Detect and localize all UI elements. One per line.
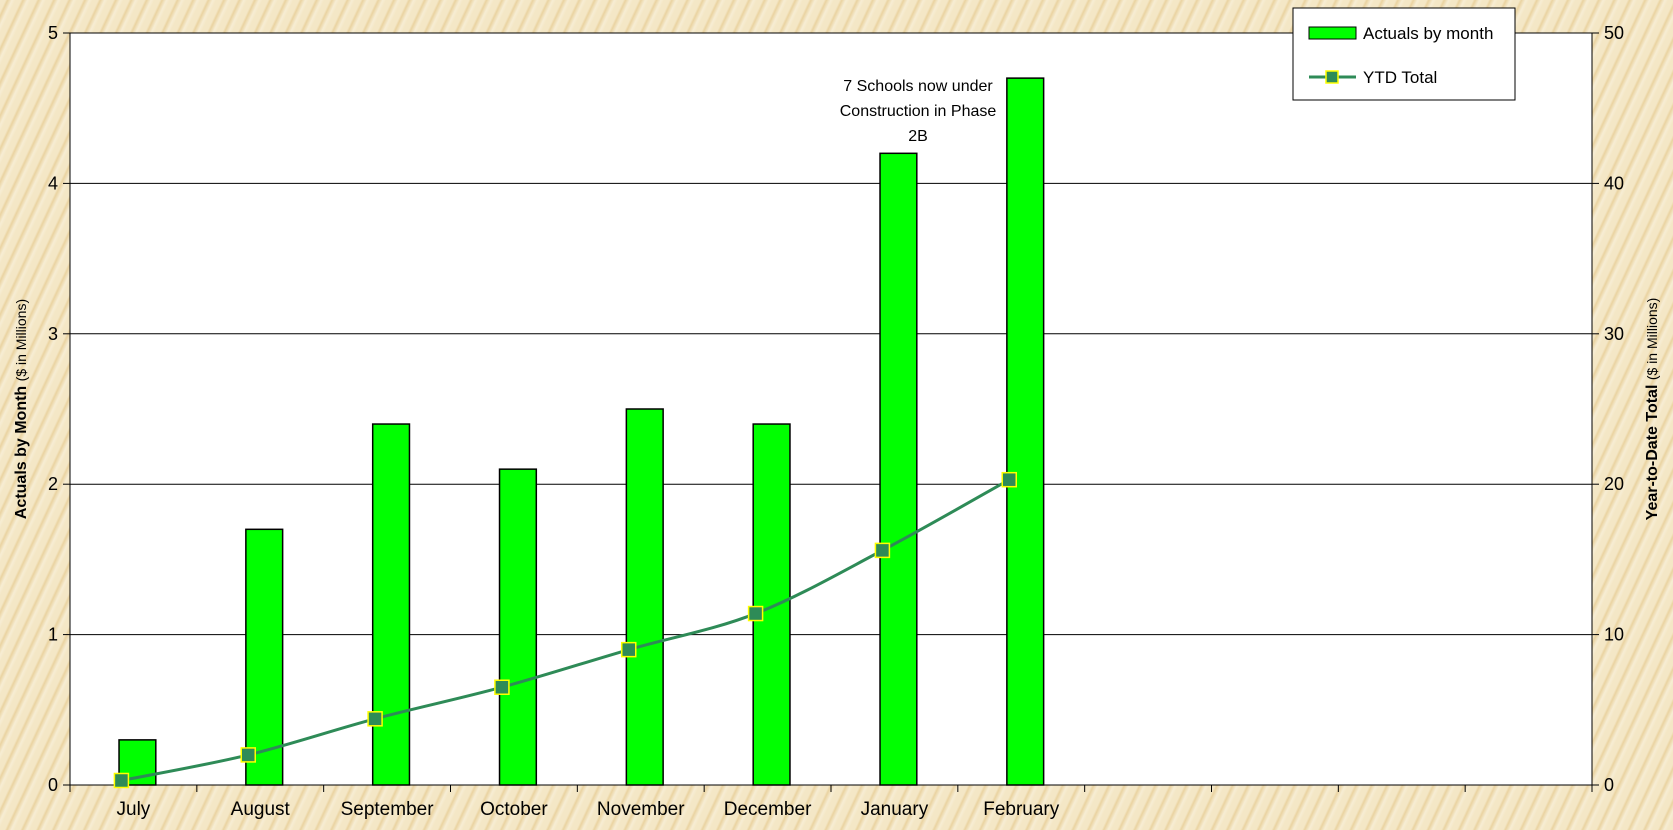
line-series: [113, 471, 1017, 789]
y-left-tick-label: 2: [48, 474, 58, 494]
y-left-tick-label: 0: [48, 775, 58, 795]
y-right-tick-label: 10: [1604, 625, 1624, 645]
ytd-marker: [1001, 471, 1017, 488]
y-left-tick-label: 5: [48, 23, 58, 43]
ytd-marker: [874, 542, 891, 559]
x-tick-label: September: [341, 799, 435, 820]
annotation-line: 7 Schools now under: [843, 78, 993, 95]
annotation: 7 Schools now under Construction in Phas…: [840, 78, 997, 145]
y-right-tick-label: 0: [1604, 775, 1614, 795]
x-tick-label: December: [724, 799, 812, 820]
annotation-line: Construction in Phase: [840, 103, 997, 120]
y-right-tick-label: 30: [1604, 324, 1624, 344]
ytd-marker: [747, 605, 764, 622]
ytd-marker: [367, 711, 383, 727]
y-left-title: Actuals by Month ($ in Millions): [13, 299, 30, 519]
bar: [879, 152, 918, 786]
legend-bar-swatch: [1308, 26, 1357, 40]
x-tick-label: November: [597, 799, 685, 820]
legend-box: [1292, 7, 1516, 101]
ytd-marker: [240, 747, 256, 763]
ytd-marker: [494, 679, 510, 695]
y-right-tick-label: 40: [1604, 173, 1624, 193]
gridlines: [70, 182, 1592, 636]
y-left-tick-label: 3: [48, 324, 58, 344]
ytd-marker: [113, 772, 130, 789]
x-tick-label: July: [117, 799, 151, 820]
legend-bar-label: Actuals by month: [1363, 24, 1493, 43]
x-tick-label: October: [480, 799, 548, 820]
x-tick-label: February: [983, 799, 1060, 820]
bar: [371, 423, 411, 786]
y-right-tick-label: 50: [1604, 23, 1624, 43]
bar: [498, 468, 538, 786]
x-tick-label: August: [231, 799, 291, 820]
bar: [625, 408, 664, 786]
plot-area: [69, 32, 1593, 786]
legend: Actuals by month YTD Total: [1292, 7, 1516, 101]
y-left-tick-label: 1: [48, 625, 58, 645]
bar: [245, 528, 284, 786]
legend-marker-swatch: [1325, 70, 1339, 84]
y-left-tick-label: 4: [48, 173, 58, 193]
bar: [1006, 77, 1045, 786]
y-right-title: Year-to-Date Total ($ in Millions): [1644, 298, 1661, 521]
annotation-line: 2B: [908, 128, 928, 145]
x-tick-label: January: [861, 799, 929, 820]
bar: [752, 423, 791, 786]
legend-line-label: YTD Total: [1363, 68, 1437, 87]
y-right-tick-label: 20: [1604, 474, 1624, 494]
ytd-marker: [621, 641, 637, 658]
